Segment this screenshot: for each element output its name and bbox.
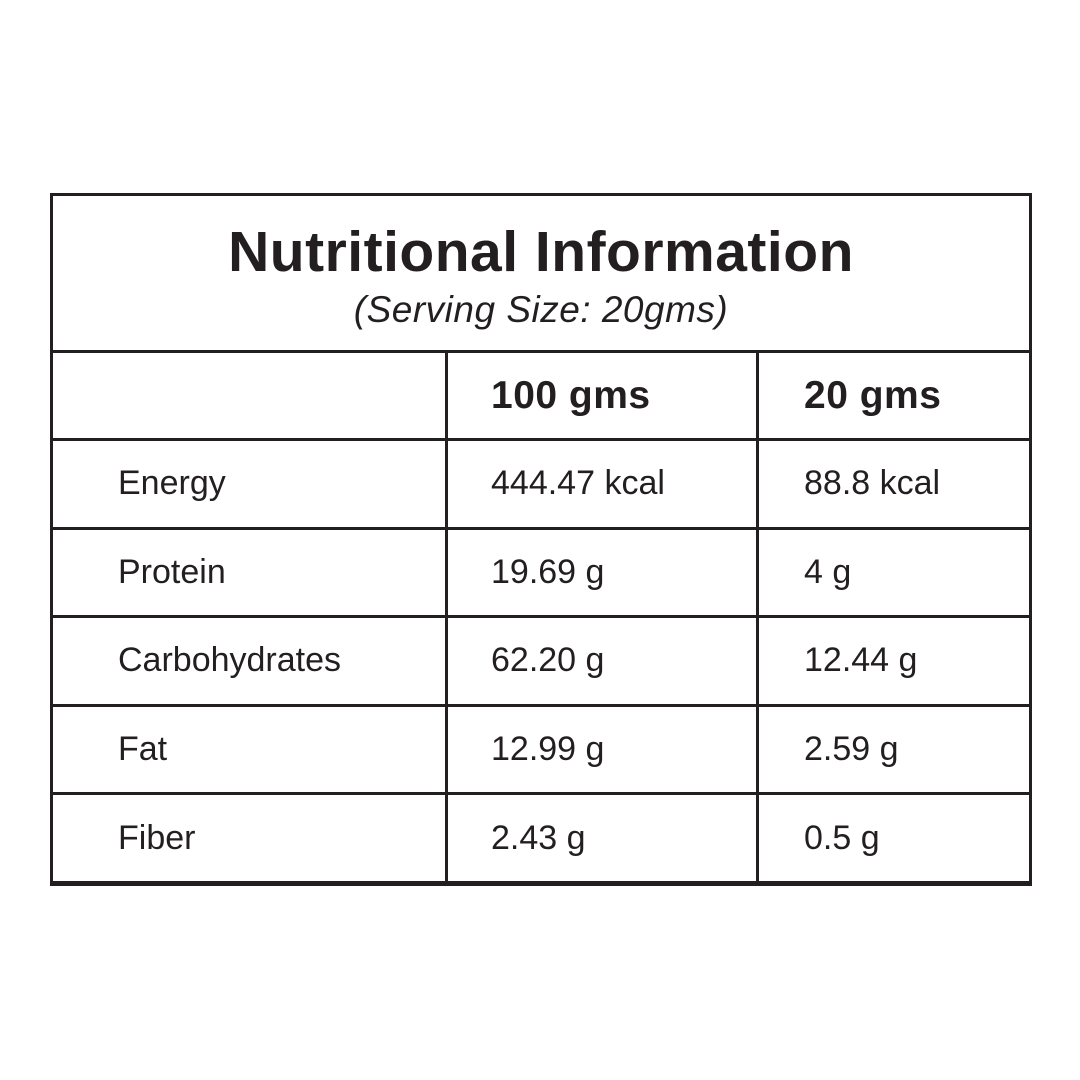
column-header-20gms: 20 gms bbox=[756, 350, 1029, 438]
row-label-carbohydrates: Carbohydrates bbox=[53, 615, 445, 704]
page-title: Nutritional Information bbox=[228, 219, 854, 284]
row-label-energy: Energy bbox=[53, 438, 445, 527]
column-header-empty bbox=[53, 350, 445, 438]
row-label-fiber: Fiber bbox=[53, 792, 445, 881]
carbohydrates-per-100g-value: 62.20 g bbox=[445, 615, 756, 704]
fiber-per-20g-value: 0.5 g bbox=[756, 792, 1029, 881]
column-header-100gms: 100 gms bbox=[445, 350, 756, 438]
energy-per-100g-value: 444.47 kcal bbox=[445, 438, 756, 527]
nutrition-table: Nutritional Information (Serving Size: 2… bbox=[50, 193, 1032, 886]
carbohydrates-per-20g-value: 12.44 g bbox=[756, 615, 1029, 704]
title-block: Nutritional Information (Serving Size: 2… bbox=[53, 196, 1029, 350]
row-label-protein: Protein bbox=[53, 526, 445, 616]
fiber-per-100g-value: 2.43 g bbox=[445, 792, 756, 881]
protein-per-20g-value: 4 g bbox=[756, 526, 1029, 616]
fat-per-20g-value: 2.59 g bbox=[756, 703, 1029, 793]
row-label-fat: Fat bbox=[53, 703, 445, 793]
fat-per-100g-value: 12.99 g bbox=[445, 703, 756, 793]
serving-size-subtitle: (Serving Size: 20gms) bbox=[353, 289, 729, 331]
protein-per-100g-value: 19.69 g bbox=[445, 526, 756, 616]
energy-per-20g-value: 88.8 kcal bbox=[756, 438, 1029, 527]
